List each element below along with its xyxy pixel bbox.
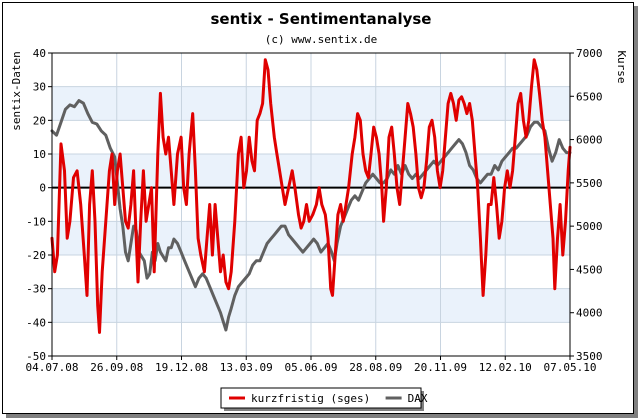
y-left-tick-label: -50	[26, 350, 46, 363]
x-tick-label: 19.12.08	[155, 361, 208, 374]
y-left-tick-label: 30	[33, 81, 46, 94]
x-tick-label: 28.08.09	[349, 361, 402, 374]
y-right-label: Kurse	[615, 50, 628, 83]
y-right-tick-label: 4500	[576, 263, 603, 276]
y-left-tick-label: -10	[26, 215, 46, 228]
x-tick-label: 12.02.10	[479, 361, 532, 374]
y-right-tick-label: 4000	[576, 307, 603, 320]
y-left-tick-label: -20	[26, 249, 46, 262]
plot-border	[51, 52, 571, 357]
y-left-tick-label: 20	[33, 114, 46, 127]
legend-box	[220, 387, 422, 409]
y-left-label: sentix-Daten	[10, 51, 23, 130]
x-tick-label: 07.05.10	[544, 361, 597, 374]
y-right-tick-label: 7000	[576, 47, 603, 60]
x-tick-label: 20.11.09	[414, 361, 467, 374]
x-tick-label: 04.07.08	[26, 361, 79, 374]
x-tick-label: 05.06.09	[285, 361, 338, 374]
y-left-tick-label: -30	[26, 283, 46, 296]
y-left-tick-label: -40	[26, 316, 46, 329]
x-tick-label: 26.09.08	[90, 361, 143, 374]
series-line-sentix	[50, 58, 572, 334]
y-right-tick-label: 5000	[576, 220, 603, 233]
x-tick-label: 13.03.09	[220, 361, 273, 374]
chart-frame: sentix - Sentimentanalyse (c) www.sentix…	[2, 2, 634, 414]
y-left-tick-label: 0	[39, 182, 46, 195]
legend-label: DAX	[408, 392, 428, 405]
y-left-tick-label: 10	[33, 148, 46, 161]
y-right-tick-label: 5500	[576, 177, 603, 190]
y-right-tick-label: 6500	[576, 90, 603, 103]
y-right-tick-label: 6000	[576, 134, 603, 147]
legend: kurzfristig (sges) DAX	[220, 387, 428, 411]
series-line-dax	[50, 99, 572, 332]
chart-title: sentix - Sentimentanalyse	[210, 10, 431, 28]
chart-subtitle: (c) www.sentix.de	[265, 33, 378, 46]
y-left-tick-label: 40	[33, 47, 46, 60]
legend-label: kurzfristig (sges)	[251, 392, 370, 405]
y-right-tick-label: 3500	[576, 350, 603, 363]
chart-svg: sentix - Sentimentanalyse (c) www.sentix…	[10, 10, 628, 411]
